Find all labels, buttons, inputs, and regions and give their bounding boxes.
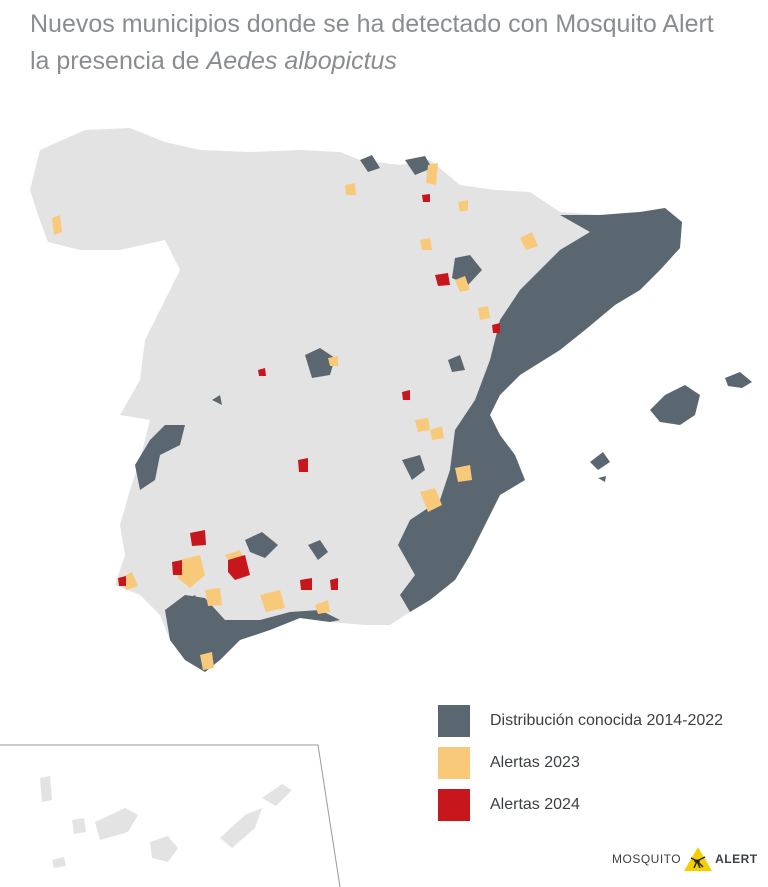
legend-item-2023: Alertas 2023 bbox=[438, 742, 723, 784]
logo-word-1: MOSQUITO bbox=[612, 852, 682, 866]
legend-item-known: Distribución conocida 2014-2022 bbox=[438, 700, 723, 742]
menorca bbox=[725, 372, 752, 388]
gran-canaria bbox=[150, 836, 178, 862]
formentera bbox=[598, 476, 606, 482]
map-title: Nuevos municipios donde se ha detectado … bbox=[30, 6, 750, 80]
mosquito-warning-icon bbox=[684, 847, 713, 871]
species-name: Aedes albopictus bbox=[206, 47, 397, 75]
la-gomera bbox=[72, 818, 86, 834]
legend-label-known: Distribución conocida 2014-2022 bbox=[490, 712, 724, 729]
known-distribution-areas bbox=[135, 155, 682, 672]
mallorca bbox=[650, 385, 700, 425]
title-line-1: Nuevos municipios donde se ha detectado … bbox=[30, 10, 714, 38]
peninsula-land bbox=[30, 128, 682, 672]
legend: Distribución conocida 2014-2022 Alertas … bbox=[438, 700, 723, 826]
la-palma bbox=[40, 776, 52, 802]
tenerife bbox=[95, 808, 138, 840]
el-hierro bbox=[52, 857, 66, 868]
legend-item-2024: Alertas 2024 bbox=[438, 784, 723, 826]
swatch-2024 bbox=[438, 789, 470, 821]
canary-islands-inset bbox=[0, 744, 341, 887]
title-line-2: la presencia de Aedes albopictus bbox=[30, 47, 397, 75]
alerts-2023-areas bbox=[52, 163, 538, 670]
logo-word-2: ALERT bbox=[715, 852, 758, 866]
legend-label-2023: Alertas 2023 bbox=[490, 754, 580, 771]
ibiza bbox=[590, 452, 610, 470]
mosquito-alert-logo: MOSQUITO ALERT bbox=[612, 846, 758, 872]
legend-label-2024: Alertas 2024 bbox=[490, 796, 580, 813]
swatch-known bbox=[438, 705, 470, 737]
fuerteventura bbox=[220, 808, 262, 848]
swatch-2023 bbox=[438, 747, 470, 779]
alerts-2024-areas bbox=[118, 194, 500, 590]
lanzarote bbox=[262, 784, 292, 806]
